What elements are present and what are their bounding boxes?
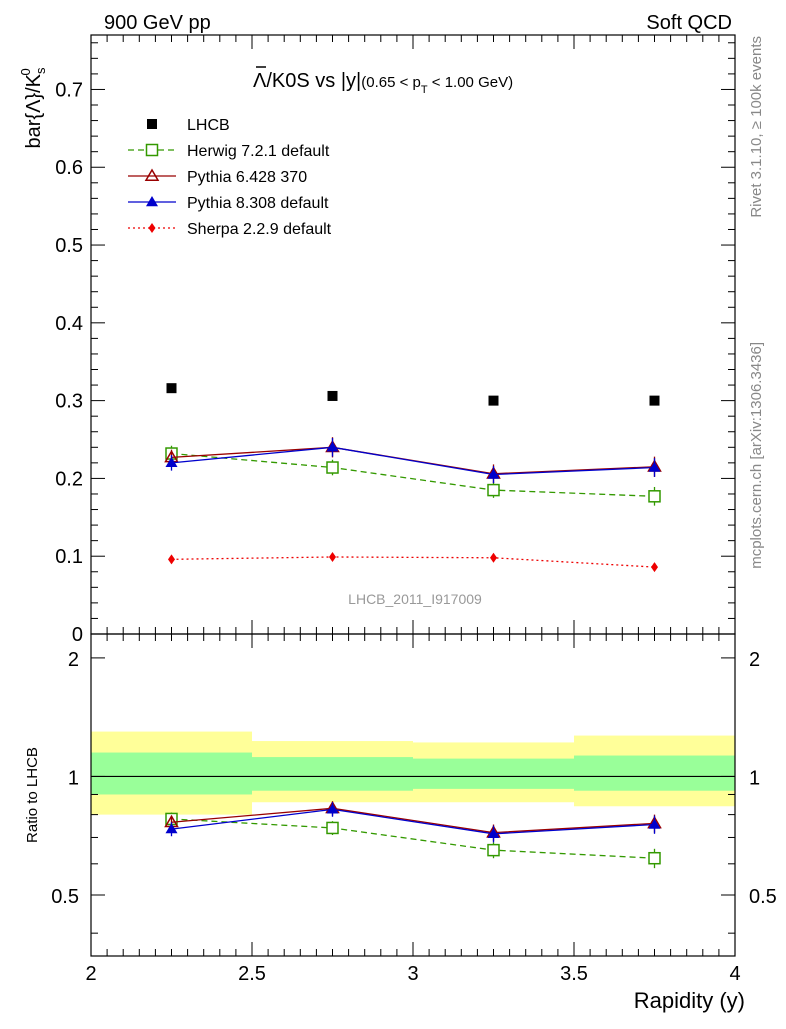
legend-entry-pythia8: Pythia 8.308 default [128, 195, 329, 212]
marker-triangle [487, 468, 500, 479]
main-y-axis: 0 0.1 0.2 0.3 0.4 0.5 0.6 0.7 [55, 42, 735, 646]
series-line [171, 452, 655, 497]
marker-square [166, 383, 177, 394]
x-axis-label: Rapidity (y) [634, 988, 745, 1013]
legend-entry-herwig: Herwig 7.2.1 default [128, 143, 330, 160]
title-cut-suffix: < 1.00 GeV) [428, 74, 513, 91]
marker-diamond [168, 977, 175, 987]
plot-title: Λ/K0S vs |y|(0.65 < pT < 1.00 GeV) [253, 70, 513, 96]
legend-label: Herwig 7.2.1 default [187, 143, 330, 160]
x-tick-label: 4 [729, 963, 740, 985]
marker-triangle [326, 803, 339, 814]
y-tick-label: 0.3 [55, 391, 83, 413]
header-left: 900 GeV pp [104, 12, 211, 34]
x-tick-label: 2.5 [238, 963, 266, 985]
marker-open-square [145, 143, 159, 157]
band-inner [413, 758, 574, 789]
rivet-side-text: Rivet 3.1.10, ≥ 100k events [748, 36, 765, 218]
title-cut-sub: T [421, 84, 428, 96]
y-tick-label: 0.4 [55, 313, 83, 335]
title-main: Λ/K0S vs |y| [253, 70, 361, 92]
series-line [171, 808, 655, 835]
marker-triangle [165, 456, 178, 468]
marker-diamond [490, 552, 497, 563]
ratio-y-label: Ratio to LHCB [24, 747, 41, 843]
x-tick-label: 3 [407, 963, 418, 985]
header-right: Soft QCD [646, 12, 732, 34]
marker-triangle [487, 827, 500, 839]
marker-triangle [146, 196, 158, 207]
x-axis: 2 2.5 3 3.5 4 [85, 35, 741, 985]
ratio-series [164, 800, 662, 987]
marker-open-square [487, 483, 500, 497]
marker-triangle [326, 441, 339, 452]
series-line [171, 446, 655, 476]
x-tick-label: 2 [85, 963, 96, 985]
legend-label: Pythia 8.308 default [187, 195, 329, 212]
ratio-tick-label: 2 [68, 649, 79, 671]
band-inner [252, 757, 413, 791]
legend-label: LHCB [187, 117, 230, 134]
legend-entry-lhcb: LHCB [147, 117, 230, 134]
marker-diamond [329, 966, 336, 976]
marker-triangle [648, 461, 661, 472]
marker-open-triangle [144, 168, 160, 181]
y-tick-label: 0.5 [55, 235, 83, 257]
y-tick-label: 0.2 [55, 468, 83, 490]
legend-label: Pythia 6.428 370 [187, 169, 307, 186]
mcplots-side-text: mcplots.cern.ch [arXiv:1306.3436] [748, 342, 765, 569]
series-pythia6 [164, 437, 662, 484]
series-line [171, 818, 655, 859]
y-tick-label: 0.7 [55, 79, 83, 101]
ratio-tick-label-right: 1 [749, 767, 760, 789]
analysis-watermark: LHCB_2011_I917009 [348, 591, 482, 607]
ratio-tick-label-right: 0.5 [749, 886, 777, 908]
marker-open-square [648, 851, 661, 865]
marker-diamond [651, 562, 658, 573]
y-tick-label: 0.6 [55, 157, 83, 179]
series-lhcb [166, 383, 660, 406]
marker-open-square [326, 821, 339, 835]
series-line [171, 807, 655, 834]
legend-label: Sherpa 2.2.9 default [187, 221, 332, 238]
marker-square [649, 395, 660, 406]
marker-open-square [648, 490, 661, 503]
marker-square [147, 119, 157, 129]
ratio-tick-label: 0.5 [51, 886, 79, 908]
series-line [171, 556, 655, 568]
y-tick-label: 0 [72, 624, 83, 646]
main-series [164, 383, 662, 573]
band-inner [91, 752, 252, 795]
x-tick-label: 3.5 [560, 963, 588, 985]
series-pythia8 [165, 802, 661, 843]
ratio-y-axis: 0.5 0.5 1 1 2 2 [51, 649, 777, 934]
ratio-tick-label-right: 2 [749, 649, 760, 671]
title-cut-prefix: (0.65 < p [361, 74, 421, 91]
main-y-label: bar{Λ}/Ks0 [18, 67, 48, 149]
marker-triangle [648, 818, 661, 829]
marker-open-square [326, 461, 339, 474]
marker-square [327, 390, 338, 401]
marker-diamond [329, 551, 336, 562]
y-tick-label: 0.1 [55, 546, 83, 568]
marker-diamond [490, 961, 497, 971]
marker-diamond [168, 554, 175, 565]
legend-entry-pythia6: Pythia 6.428 370 [128, 168, 307, 186]
marker-square [488, 395, 499, 406]
legend: LHCB Herwig 7.2.1 default Pythia 6.428 370… [128, 117, 332, 238]
legend-entry-sherpa: Sherpa 2.2.9 default [128, 221, 332, 238]
marker-triangle [165, 823, 178, 834]
series-herwig [165, 445, 661, 506]
band-inner [574, 755, 735, 791]
series-sherpa [168, 551, 658, 573]
ratio-uncertainty-bands [91, 731, 735, 815]
marker-open-square [487, 843, 500, 857]
ratio-tick-label: 1 [68, 767, 79, 789]
series-pythia8 [165, 437, 661, 484]
marker-diamond [148, 223, 156, 233]
